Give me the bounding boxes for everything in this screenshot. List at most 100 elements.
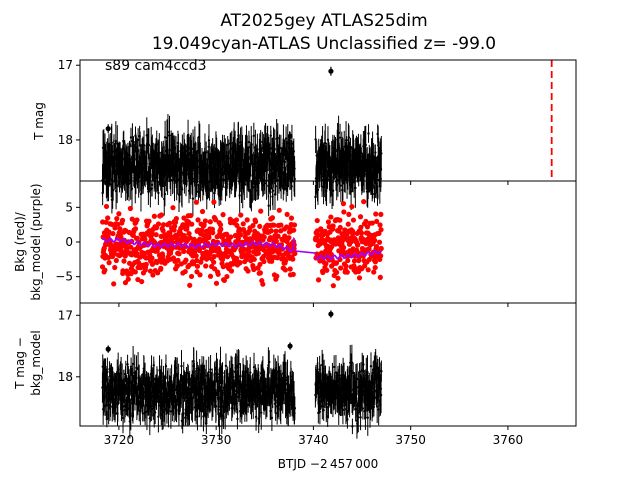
data-point (207, 370, 210, 374)
data-point (271, 222, 277, 228)
data-point (292, 150, 296, 153)
data-point (335, 275, 341, 281)
data-point (165, 177, 168, 181)
data-point (369, 220, 375, 226)
data-point (293, 407, 297, 410)
data-point (151, 213, 157, 219)
data-point (341, 244, 347, 251)
data-point (261, 234, 267, 240)
data-point (322, 185, 325, 189)
data-point (153, 411, 157, 414)
data-point (199, 208, 206, 215)
data-point (363, 218, 369, 225)
data-point (351, 371, 355, 375)
data-point (340, 201, 347, 207)
data-point (188, 153, 191, 157)
panel-middle-ylabel-line1: Bkg (red)/ (13, 211, 27, 272)
data-point (199, 227, 205, 233)
data-point (290, 142, 294, 145)
data-point (191, 169, 194, 172)
data-point (274, 273, 280, 279)
data-point (361, 199, 367, 205)
data-point (112, 225, 118, 231)
data-point (261, 258, 267, 265)
data-point (109, 164, 113, 167)
data-point (372, 259, 379, 265)
data-point (247, 146, 251, 149)
y-tick-label: 18 (58, 133, 73, 147)
data-point (219, 362, 222, 366)
data-point (187, 235, 193, 241)
data-point (202, 218, 208, 224)
data-point (378, 253, 384, 259)
data-point (132, 226, 139, 232)
data-point (282, 267, 288, 273)
data-point (112, 264, 118, 271)
data-point (282, 258, 289, 264)
data-point (318, 410, 322, 413)
data-point (338, 136, 342, 139)
data-point (160, 256, 166, 262)
data-point (371, 184, 375, 187)
data-point (197, 272, 203, 278)
data-point (220, 212, 226, 218)
data-point (121, 258, 127, 264)
data-point (188, 411, 191, 414)
data-point (268, 152, 272, 155)
data-point (116, 211, 122, 217)
data-point (129, 414, 133, 418)
data-point (341, 209, 347, 215)
data-point (268, 360, 271, 364)
outlier-point (105, 126, 111, 132)
data-point (337, 224, 343, 231)
data-point (330, 283, 336, 289)
data-point (330, 223, 336, 229)
data-point (346, 418, 349, 421)
series-bottom-0 (101, 310, 383, 441)
data-point (337, 131, 340, 135)
data-point (354, 186, 357, 190)
data-point (334, 269, 340, 276)
data-point (158, 151, 161, 155)
data-point (241, 146, 244, 150)
data-point (358, 224, 364, 230)
bkg-model-gap-line (294, 250, 316, 254)
data-point (275, 383, 279, 386)
data-point (207, 273, 214, 279)
data-point (314, 138, 317, 141)
data-point (286, 235, 292, 241)
data-point (344, 269, 350, 275)
data-point (134, 217, 140, 223)
data-point (335, 183, 338, 187)
data-point (170, 205, 176, 211)
outlier-point (328, 68, 334, 74)
data-point (218, 226, 224, 232)
data-point (366, 246, 372, 252)
data-point (240, 221, 246, 227)
data-point (201, 222, 207, 228)
data-point (209, 368, 212, 371)
data-point (153, 225, 160, 231)
data-point (320, 269, 326, 276)
data-point (269, 190, 272, 194)
data-point (269, 147, 273, 150)
data-point (106, 229, 112, 235)
data-point (341, 408, 345, 412)
data-point (267, 234, 274, 241)
data-point (276, 207, 282, 213)
data-point (150, 183, 154, 187)
data-point (214, 405, 218, 408)
data-point (288, 215, 295, 221)
data-point (196, 247, 203, 254)
data-point (185, 378, 188, 381)
data-point (349, 204, 355, 210)
data-point (350, 217, 357, 223)
data-point (128, 244, 134, 250)
data-point (124, 244, 130, 251)
data-point (174, 374, 178, 377)
data-point (238, 396, 242, 399)
data-point (188, 212, 194, 219)
data-point (361, 407, 365, 410)
data-point (127, 182, 131, 185)
